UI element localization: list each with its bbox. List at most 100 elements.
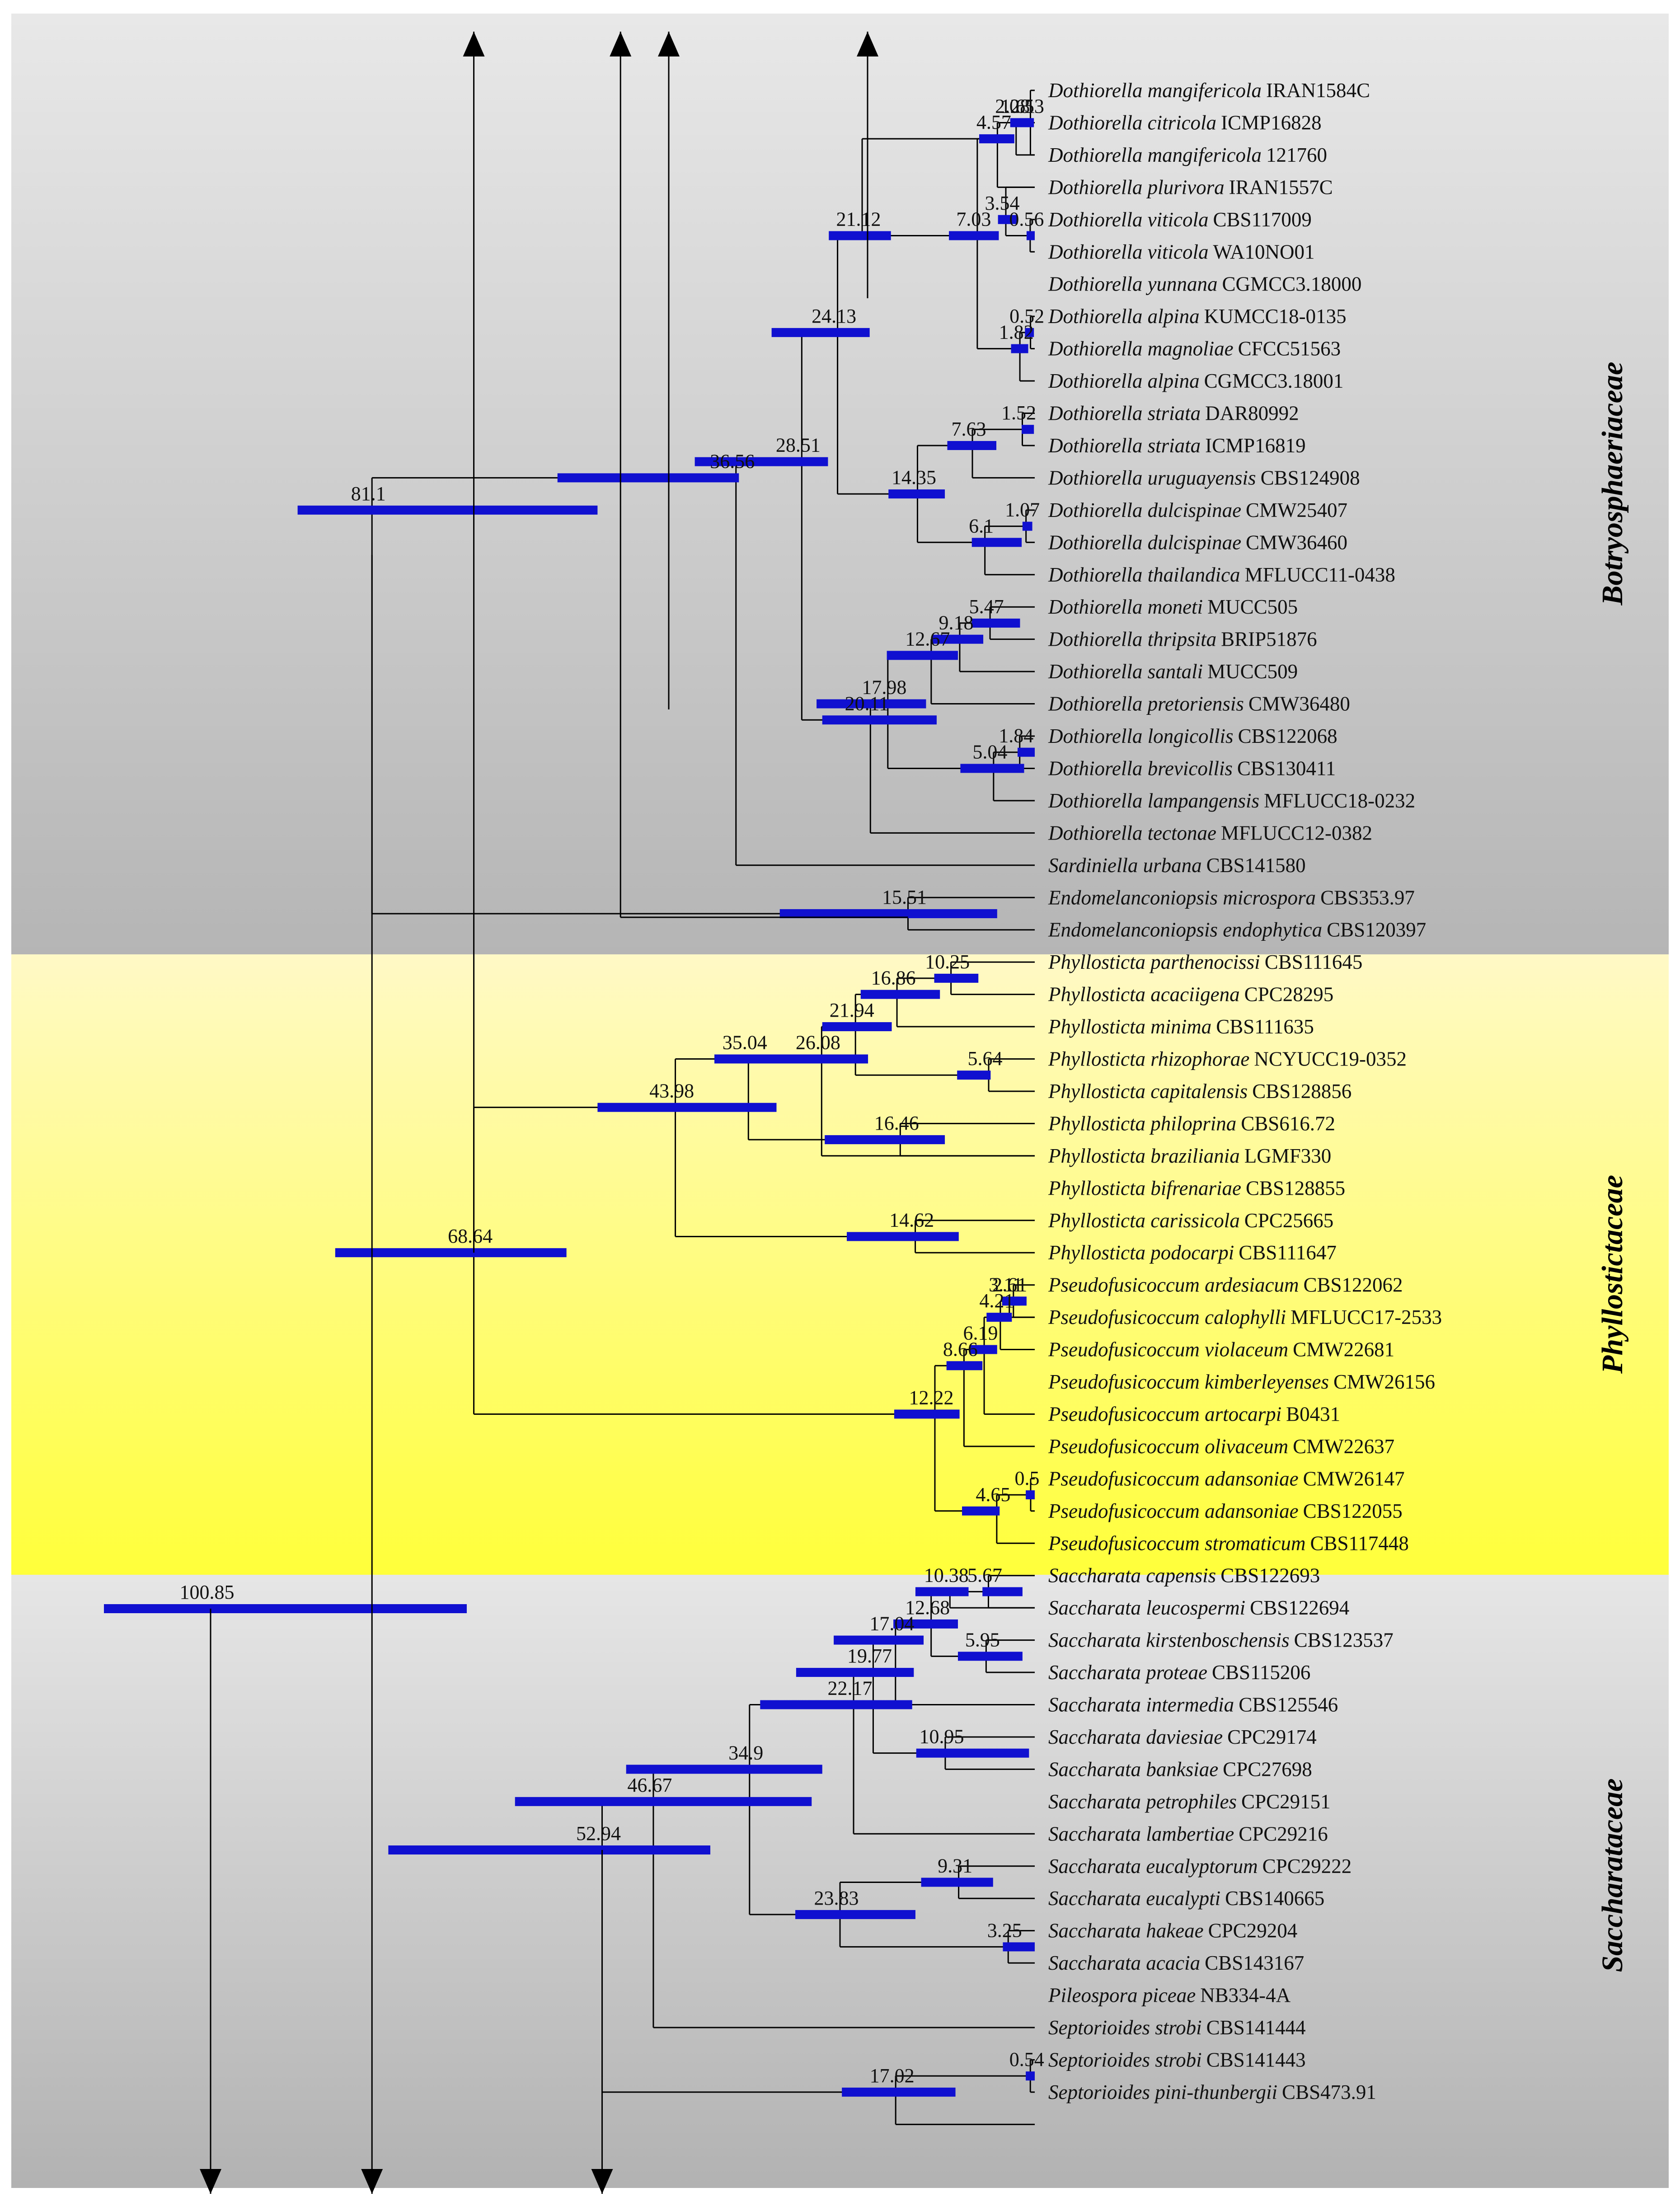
tip-strain: CMW22637 [1293,1435,1394,1458]
tip-strain: BRIP51876 [1221,628,1317,651]
hpd-bar [1012,1296,1027,1306]
tip-strain: CGMCC3.18000 [1222,273,1362,296]
tip-strain: CBS143167 [1205,1952,1304,1974]
hpd-bar [847,1232,959,1241]
tip-taxon: Phyllosticta acaciigena [1048,983,1240,1006]
tip-strain: CPC29222 [1262,1855,1352,1878]
hpd-bar [597,1103,777,1112]
band-botryosphaeriaceae [11,14,1669,954]
hpd-bar [695,457,828,466]
tip-taxon: Septorioides pini-thunbergii [1048,2081,1277,2103]
node-age-label: 0.53 [1009,95,1044,117]
hpd-bar [957,1070,991,1080]
node-age-label: 2.28 [995,95,1030,117]
tip-taxon: Dothiorella yunnana [1048,273,1218,296]
tip-taxon: Dothiorella magnoliae [1048,338,1234,360]
tip-strain: CBS125546 [1239,1694,1338,1716]
tip-taxon: Dothiorella citricola [1048,111,1216,134]
tip-taxon: Dothiorella alpina [1048,370,1200,392]
tip-label: Saccharata petrophiles CPC29151 [1048,1790,1331,1813]
tip-taxon: Saccharata lambertiae [1048,1822,1234,1845]
tip-taxon: Dothiorella uruguayensis [1048,466,1256,489]
node-age-label: 23.83 [814,1887,859,1909]
hpd-bar [957,1652,1023,1661]
tip-strain: CBS141444 [1206,2016,1306,2039]
hpd-bar [986,1313,1012,1322]
tip-taxon: Pseudofusicoccum ardesiacum [1048,1274,1299,1296]
node-age-label: 10.25 [925,951,970,973]
hpd-bar [947,441,996,450]
node-age-label: 19.77 [847,1645,892,1667]
tip-taxon: Pseudofusicoccum artocarpi [1048,1403,1281,1425]
hpd-bar [969,1345,997,1354]
tip-label: Pseudofusicoccum adansoniae CMW26147 [1048,1467,1405,1490]
tip-strain: CBS115206 [1212,1661,1310,1684]
tip-strain: MUCC509 [1207,660,1298,683]
node-age-labels: 100.8581.136.5628.5124.1321.124.572.281.… [180,95,1045,2086]
node-age-label: 22.17 [828,1677,873,1699]
node-age-label: 28.51 [776,434,821,456]
tip-label: Dothiorella striata ICMP16819 [1048,434,1306,457]
tip-strain: CPC29174 [1227,1726,1317,1748]
hpd-bar [982,1587,1023,1596]
node-age-label: 14.35 [892,466,936,488]
tip-label: Phyllosticta parthenocissi CBS111645 [1048,951,1362,973]
tip-strain: CPC29204 [1208,1920,1298,1942]
tip-label: Dothiorella viticola WA10NO01 [1048,240,1315,263]
tip-strain: CBS111645 [1265,951,1363,973]
tip-taxon: Phyllosticta philoprina [1048,1112,1236,1135]
tip-strain: CBS120397 [1327,919,1426,941]
tip-strain: CMW22681 [1293,1338,1394,1361]
hpd-bar [1025,118,1032,127]
tip-strain: WA10NO01 [1213,240,1315,263]
tip-label: Phyllosticta bifrenariae CBS128855 [1048,1177,1345,1199]
node-age-label: 100.85 [180,1581,235,1603]
tip-taxon: Dothiorella thripsita [1048,628,1216,651]
hpd-bar [887,651,958,660]
node-age-label: 52.94 [576,1822,621,1845]
tip-strain: CFCC51563 [1238,338,1341,360]
tip-taxon: Saccharata acacia [1048,1952,1200,1974]
tip-label: Saccharata leucospermi CBS122694 [1048,1596,1349,1619]
hpd-bar [888,489,945,499]
node-age-label: 10.95 [919,1726,964,1748]
node-age-label: 14.62 [889,1209,934,1231]
hpd-bar [626,1765,822,1774]
node-age-label: 0.56 [1009,208,1044,230]
hpd-bar [1018,747,1035,757]
hpd-bar [842,2087,956,2097]
tip-label: Dothiorella thailandica MFLUCC11-0438 [1048,563,1395,586]
hpd-bar [817,699,926,709]
node-age-label: 26.08 [796,1032,840,1054]
arrow-down-icon [591,2169,613,2194]
hpd-bar [822,1022,892,1032]
tip-taxon: Pileospora piceae [1048,1984,1196,2007]
node-age-label: 16.46 [874,1112,919,1134]
tip-taxon: Pseudofusicoccum olivaceum [1048,1435,1288,1458]
tip-taxon: Dothiorella thailandica [1048,563,1240,586]
node-age-label: 17.04 [869,1613,914,1635]
node-age-label: 3.54 [985,192,1019,214]
tip-taxon: Septorioides strobi [1048,2048,1202,2071]
node-age-label: 9.31 [938,1854,972,1877]
tip-strain: CMW26156 [1333,1371,1435,1393]
tip-taxon: Dothiorella mangifericola [1048,144,1262,166]
tip-label: Phyllosticta carissicola CPC25665 [1048,1209,1333,1232]
hpd-bars [104,118,1035,2097]
hpd-bar [782,1054,868,1064]
tip-strain: KUMCC18-0135 [1204,305,1347,328]
family-label-phyllostictaceae: Phyllostictaceae [1596,1175,1629,1374]
hpd-bar [962,1506,1000,1516]
tip-strain: CBS123537 [1294,1629,1394,1652]
node-age-label: 0.54 [1009,2048,1044,2070]
node-age-label: 5.64 [967,1047,1002,1070]
tip-taxon: Dothiorella pretoriensis [1048,693,1244,715]
hpd-bar [1011,344,1028,353]
node-age-label: 17.98 [862,676,906,699]
tip-taxon: Saccharata intermedia [1048,1694,1234,1716]
tip-taxon: Saccharata leucospermi [1048,1596,1245,1619]
tip-label: Saccharata proteae CBS115206 [1048,1661,1310,1684]
tip-label: Sardiniella urbana CBS141580 [1048,854,1306,877]
node-age-label: 17.02 [870,2065,915,2087]
tip-taxon: Endomelanconiopsis microspora [1048,886,1316,909]
